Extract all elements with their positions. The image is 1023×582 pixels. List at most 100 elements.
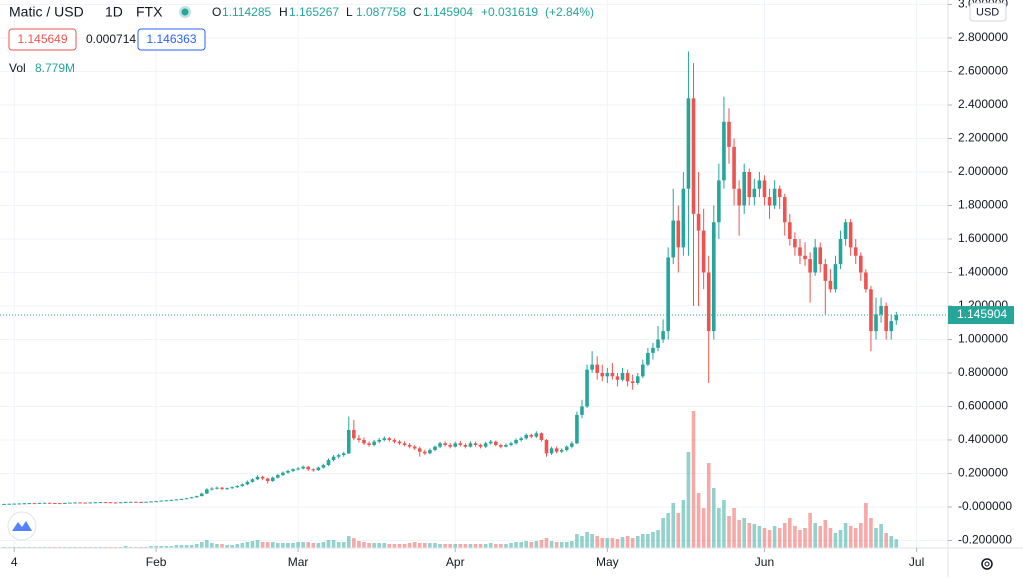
volume-bar — [423, 543, 427, 548]
volume-bar — [559, 542, 564, 548]
volume-bar — [260, 542, 265, 548]
bid[interactable]: 1.145649 — [17, 32, 67, 46]
y-tick-label: 2.200000 — [958, 131, 1008, 145]
logo[interactable] — [7, 511, 37, 541]
volume-bar — [798, 530, 802, 548]
volume-bar — [641, 534, 645, 548]
volume-bar — [296, 542, 300, 548]
candle-body — [823, 264, 828, 281]
volume-bar — [590, 534, 594, 548]
candle-body — [123, 501, 128, 503]
candle-body — [473, 443, 478, 445]
volume-bar — [630, 538, 635, 548]
ask[interactable]: 1.146363 — [146, 32, 196, 46]
y-tick-label: 0.800000 — [958, 365, 1008, 379]
volume-bar — [504, 544, 508, 548]
candle-body — [179, 498, 184, 500]
axis-layer: -0.200000 -0.000000 0.200000 0.400000 0.6000… — [0, 0, 1014, 569]
candle-body — [144, 501, 148, 503]
volume-bar — [874, 528, 878, 548]
volume-bar — [478, 544, 483, 548]
candle-body — [189, 497, 194, 499]
volume-bar — [793, 526, 797, 548]
candle-body — [630, 381, 635, 384]
volume-bar — [453, 544, 458, 548]
candle-body — [352, 429, 356, 439]
candle-body — [646, 352, 650, 365]
volume-bar — [727, 516, 731, 548]
volume-bar — [762, 528, 767, 548]
volume-bar — [367, 543, 371, 548]
candle-body — [661, 331, 665, 340]
candle-body — [174, 499, 179, 501]
settings-icon[interactable] — [981, 558, 993, 570]
volume-bar — [808, 513, 812, 548]
y-tick-label: -0.200000 — [958, 533, 1012, 547]
candle-body — [159, 500, 164, 502]
currency-box[interactable] — [969, 2, 1007, 22]
candle-body — [580, 406, 584, 415]
candle-body — [691, 98, 696, 214]
volume-bar — [352, 538, 356, 548]
candle-body — [235, 486, 240, 488]
y-tick-label: 2.000000 — [958, 164, 1008, 178]
volume-bar — [377, 543, 381, 548]
candle-body — [742, 172, 747, 206]
ohlc-legend: O 1.114285 H 1.165267 L 1.087758 C 1.145904 — [212, 5, 473, 19]
candle-body — [260, 476, 265, 479]
volume-bar — [514, 542, 518, 548]
candle-body — [321, 465, 326, 468]
volume-bar — [199, 542, 204, 548]
volume-bar — [123, 546, 128, 548]
bid-box[interactable] — [8, 28, 77, 51]
candle-body — [767, 197, 772, 206]
candle-body — [397, 441, 402, 444]
candle-body — [139, 501, 143, 503]
candle-body — [833, 264, 838, 290]
currency[interactable]: USD — [976, 6, 999, 18]
candle-body — [706, 272, 711, 332]
y-tick-label: 1.600000 — [958, 231, 1008, 245]
candle-body — [635, 376, 640, 384]
interval: 1D — [105, 4, 123, 20]
y-tick-label: 0.600000 — [958, 399, 1008, 413]
candle-body — [392, 439, 397, 442]
volume-bar — [767, 530, 772, 548]
y-tick-label: 2.600000 — [958, 64, 1008, 78]
volume-bar — [225, 545, 229, 548]
candle-body — [336, 455, 341, 457]
volume-bar — [149, 546, 153, 548]
candle-body — [656, 339, 660, 348]
volume-bar — [782, 523, 787, 548]
candle-body — [585, 369, 589, 407]
volume-bar — [595, 536, 599, 548]
volume-value: 8.779M — [35, 61, 75, 75]
y-tick-label: 0.200000 — [958, 466, 1008, 480]
volume-bar — [215, 544, 219, 548]
x-tick-label: Feb — [146, 555, 167, 569]
volume-bar — [651, 532, 655, 548]
symbol-title: Matic / USD — [9, 4, 84, 20]
candle-body — [83, 502, 87, 504]
volume-bar — [357, 541, 361, 548]
candle-body — [671, 220, 676, 258]
candle-body — [686, 98, 691, 189]
candle-body — [509, 443, 513, 445]
candle-body — [595, 364, 599, 373]
candle-body — [696, 213, 701, 231]
volume-bar — [316, 543, 321, 548]
candle-body — [701, 230, 706, 273]
volume-bar — [818, 526, 823, 548]
candle-body — [225, 488, 229, 490]
candle-body — [215, 487, 219, 489]
exchange: FTX — [136, 4, 163, 20]
volume-bar — [286, 543, 290, 548]
candle-body — [331, 456, 336, 461]
volume-bar — [833, 533, 838, 548]
volume-bar — [392, 544, 397, 548]
volume-bar — [879, 524, 883, 548]
volume-bar — [889, 536, 894, 548]
candle-body — [372, 441, 376, 445]
volume-bar — [443, 544, 447, 548]
ask-box[interactable] — [137, 28, 206, 51]
